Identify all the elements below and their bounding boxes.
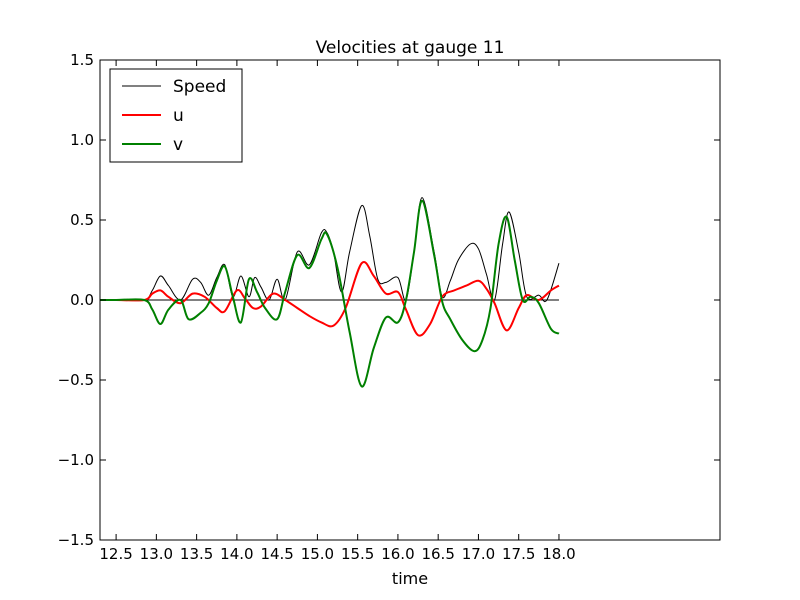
x-tick-label: 13.0 — [140, 545, 173, 563]
legend-label-speed: Speed — [173, 77, 226, 97]
y-tick-label: 0.0 — [70, 291, 94, 309]
x-tick-label: 18.0 — [542, 545, 575, 563]
y-tick-label: −1.0 — [58, 451, 94, 469]
x-axis: 12.5 13.0 13.5 14.0 14.5 15.0 15.5 16.0 16.5 17.0… — [99, 60, 576, 563]
y-tick-label: −0.5 — [58, 371, 94, 389]
x-tick-label: 16.5 — [421, 545, 454, 563]
legend-label-u: u — [173, 106, 184, 126]
x-tick-label: 17.0 — [462, 545, 495, 563]
y-axis: −1.5 −1.0 −0.5 0.0 0.5 1.0 1.5 — [58, 51, 720, 549]
x-tick-label: 14.5 — [260, 545, 293, 563]
plot-area — [99, 59, 721, 541]
chart-title: Velocities at gauge 11 — [316, 38, 505, 58]
legend-label-v: v — [173, 135, 183, 155]
x-tick-label: 12.5 — [99, 545, 132, 563]
x-tick-label: 15.5 — [341, 545, 374, 563]
x-axis-label: time — [392, 569, 428, 588]
series-line-speed — [99, 197, 560, 303]
y-tick-label: 1.0 — [70, 131, 94, 149]
x-tick-label: 16.0 — [381, 545, 414, 563]
x-tick-label: 13.5 — [180, 545, 213, 563]
series-line-v — [99, 199, 560, 388]
y-tick-label: 0.5 — [70, 211, 94, 229]
x-tick-label: 14.0 — [220, 545, 253, 563]
series-line-u — [99, 261, 560, 337]
series-group — [99, 197, 560, 388]
x-tick-label: 17.5 — [502, 545, 535, 563]
x-tick-label: 15.0 — [301, 545, 334, 563]
legend: Speed uv — [109, 68, 243, 163]
y-tick-label: −1.5 — [58, 531, 94, 549]
y-tick-label: 1.5 — [70, 51, 94, 69]
